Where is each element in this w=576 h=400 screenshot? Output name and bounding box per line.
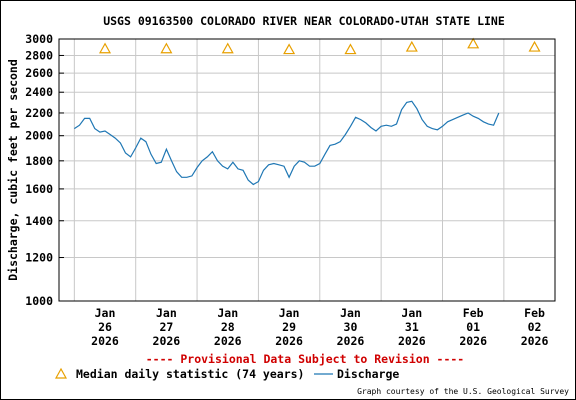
x-tick-month: Jan bbox=[401, 306, 422, 320]
x-tick-month: Jan bbox=[279, 306, 300, 320]
x-tick-year: 2026 bbox=[153, 334, 181, 348]
x-tick-day: 31 bbox=[405, 320, 419, 334]
y-tick-label: 2200 bbox=[25, 106, 53, 120]
chart-title: USGS 09163500 COLORADO RIVER NEAR COLORA… bbox=[103, 14, 505, 28]
x-tick-month: Jan bbox=[156, 306, 177, 320]
x-tick-day: 26 bbox=[98, 320, 112, 334]
x-tick-year: 2026 bbox=[91, 334, 119, 348]
x-tick-month: Feb bbox=[524, 306, 545, 320]
median-marker bbox=[405, 40, 418, 52]
y-tick-label: 2400 bbox=[25, 85, 53, 99]
x-tick-day: 28 bbox=[221, 320, 235, 334]
median-marker bbox=[344, 43, 357, 55]
x-tick-year: 2026 bbox=[398, 334, 426, 348]
median-marker bbox=[467, 37, 480, 49]
x-tick-year: 2026 bbox=[521, 334, 549, 348]
x-tick-month: Jan bbox=[95, 306, 116, 320]
provisional-notice: ---- Provisional Data Subject to Revisio… bbox=[146, 352, 465, 366]
median-marker bbox=[99, 42, 112, 54]
y-tick-label: 2000 bbox=[25, 129, 53, 143]
y-tick-label: 1200 bbox=[25, 251, 53, 265]
y-tick-label: 2800 bbox=[25, 48, 53, 62]
legend: Median daily statistic (74 years) Discha… bbox=[54, 367, 399, 381]
legend-median-label: Median daily statistic (74 years) bbox=[76, 367, 304, 381]
y-tick-label: 1400 bbox=[25, 214, 53, 228]
median-marker bbox=[283, 43, 296, 55]
x-tick-day: 27 bbox=[159, 320, 173, 334]
y-tick-label: 1000 bbox=[25, 294, 53, 308]
x-tick-year: 2026 bbox=[337, 334, 365, 348]
median-marker bbox=[160, 42, 173, 54]
credit-text: Graph courtesy of the U.S. Geological Su… bbox=[357, 387, 569, 396]
x-tick-day: 01 bbox=[466, 320, 480, 334]
x-tick-year: 2026 bbox=[275, 334, 303, 348]
x-tick-month: Jan bbox=[340, 306, 361, 320]
y-axis-ticks: 1000 1200 1400 1600 1800 2000 2200 2400 2600 2800… bbox=[25, 32, 64, 308]
y-tick-label: 1600 bbox=[25, 182, 53, 196]
y-tick-label: 1800 bbox=[25, 154, 53, 168]
legend-median-marker bbox=[54, 367, 68, 379]
y-tick-label: 3000 bbox=[25, 32, 53, 46]
median-markers bbox=[99, 37, 541, 55]
x-tick-year: 2026 bbox=[459, 334, 487, 348]
y-axis-label: Discharge, cubic feet per second bbox=[6, 59, 20, 281]
x-axis-ticks: Jan262026Jan272026Jan282026Jan292026Jan3… bbox=[91, 306, 548, 348]
discharge-series-line bbox=[73, 100, 500, 186]
x-tick-month: Jan bbox=[217, 306, 238, 320]
median-marker bbox=[528, 40, 541, 52]
median-marker bbox=[221, 42, 234, 54]
x-tick-year: 2026 bbox=[214, 334, 242, 348]
plot-area-border bbox=[58, 38, 556, 302]
legend-discharge-label: Discharge bbox=[337, 367, 399, 381]
x-tick-day: 29 bbox=[282, 320, 296, 334]
x-tick-day: 30 bbox=[344, 320, 358, 334]
x-tick-month: Feb bbox=[463, 306, 484, 320]
y-tick-label: 2600 bbox=[25, 66, 53, 80]
grid bbox=[59, 38, 555, 302]
x-tick-day: 02 bbox=[528, 320, 542, 334]
